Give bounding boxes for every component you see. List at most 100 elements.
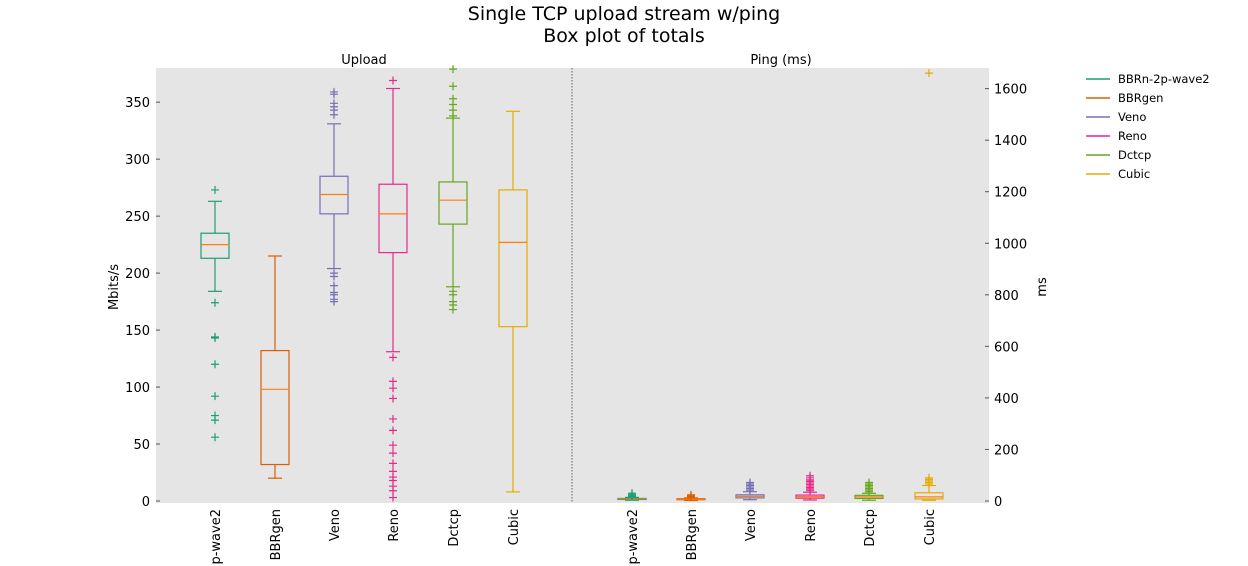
outlier-marker (389, 384, 397, 393)
x-tick-label: p-wave2 (209, 509, 224, 565)
box-group (676, 490, 706, 502)
y-axis-left: 0 50 100 150 200 250 300 350 (125, 96, 160, 510)
outlier-marker (389, 486, 397, 495)
box-group (498, 110, 528, 493)
box-group (319, 87, 349, 306)
chart-title: Single TCP upload stream w/ping (468, 3, 780, 25)
legend-label: BBRn-2p-wave2 (1118, 72, 1210, 86)
outlier-marker (389, 414, 397, 423)
x-tick-label: Reno (387, 509, 402, 542)
x-tick-label: Cubic (923, 509, 938, 545)
outlier-marker (211, 416, 219, 425)
box-iqr (914, 492, 944, 500)
x-tick-label: Veno (328, 509, 343, 541)
box-iqr (378, 183, 408, 254)
x-axis: p-wave2 BBRgen Veno Reno Dctcp Cubic p-wave2 BB… (209, 509, 938, 565)
outlier-marker (449, 305, 457, 314)
panel-title-upload: Upload (341, 53, 387, 68)
outlier-marker (211, 433, 219, 442)
outlier-marker (925, 69, 933, 78)
y-tick-label-left: 200 (125, 267, 150, 282)
x-tick-label: BBRgen (269, 509, 284, 560)
outlier-marker (806, 471, 814, 480)
box-iqr (498, 189, 528, 328)
outlier-marker (865, 478, 873, 487)
x-tick-label: p-wave2 (626, 509, 641, 565)
outlier-marker (449, 111, 457, 120)
y-axis-label-right: ms (1035, 277, 1050, 297)
y-axis-right: 0 200 400 600 800 1000 1200 1400 1600 (985, 83, 1027, 510)
box-group (914, 69, 944, 501)
outlier-marker (211, 298, 219, 307)
outlier-marker (746, 478, 754, 487)
y-tick-label-right: 1000 (994, 237, 1027, 252)
x-tick-label: Dctcp (447, 509, 462, 547)
y-tick-label-right: 800 (994, 289, 1019, 304)
y-tick-label-left: 150 (125, 324, 150, 339)
box-iqr (200, 232, 230, 259)
outlier-marker (389, 459, 397, 468)
box-group (617, 489, 647, 501)
y-tick-label-right: 1600 (994, 83, 1027, 98)
outlier-marker (211, 185, 219, 194)
outlier-marker (449, 82, 457, 91)
box-group (260, 255, 290, 479)
outlier-marker (330, 281, 338, 290)
outlier-marker (330, 90, 338, 99)
box-group (795, 471, 825, 501)
y-tick-label-left: 50 (133, 438, 150, 453)
y-tick-label-left: 300 (125, 153, 150, 168)
outlier-marker (330, 272, 338, 281)
legend-label: Cubic (1118, 167, 1150, 181)
box-iqr (438, 181, 468, 225)
outlier-marker (389, 76, 397, 85)
box-group (854, 478, 884, 501)
outlier-marker (389, 493, 397, 502)
x-tick-label: Cubic (507, 509, 522, 545)
legend: BBRn-2p-wave2 BBRgen Veno Reno Dctcp Cubic (1086, 72, 1210, 181)
outlier-marker (330, 297, 338, 306)
box-group (200, 185, 230, 442)
x-tick-label: Dctcp (863, 509, 878, 547)
chart-subtitle: Box plot of totals (543, 25, 705, 47)
outlier-marker (687, 490, 695, 499)
outlier-marker (449, 290, 457, 299)
x-tick-label: Veno (744, 509, 759, 541)
legend-label: BBRgen (1118, 91, 1163, 105)
y-tick-label-left: 350 (125, 96, 150, 111)
outlier-marker (389, 377, 397, 386)
y-tick-label-right: 400 (994, 392, 1019, 407)
outlier-marker (211, 360, 219, 369)
y-tick-label-left: 100 (125, 381, 150, 396)
x-tick-label: BBRgen (685, 509, 700, 560)
outlier-marker (211, 334, 219, 343)
outlier-marker (389, 353, 397, 362)
panel-title-ping: Ping (ms) (750, 53, 811, 68)
plot-background (156, 68, 989, 503)
y-axis-label-left: Mbits/s (107, 264, 122, 310)
box-group (378, 76, 408, 502)
outlier-marker (389, 394, 397, 403)
y-tick-label-right: 0 (994, 495, 1002, 510)
y-tick-label-right: 600 (994, 340, 1019, 355)
outlier-marker (628, 489, 636, 498)
outlier-marker (330, 110, 338, 119)
box-group (735, 478, 765, 501)
outlier-marker (449, 65, 457, 74)
box-group (438, 65, 468, 314)
outlier-marker (925, 473, 933, 482)
box-iqr (260, 349, 290, 466)
x-tick-label: Reno (804, 509, 819, 542)
boxes (200, 65, 944, 502)
y-tick-label-left: 0 (142, 495, 150, 510)
legend-label: Dctcp (1118, 148, 1151, 162)
y-tick-label-right: 200 (994, 443, 1019, 458)
outlier-marker (211, 392, 219, 401)
y-tick-label-right: 1200 (994, 186, 1027, 201)
outlier-marker (389, 426, 397, 435)
outlier-marker (389, 449, 397, 458)
outlier-marker (389, 441, 397, 450)
legend-label: Reno (1118, 129, 1147, 143)
legend-label: Veno (1118, 110, 1146, 124)
